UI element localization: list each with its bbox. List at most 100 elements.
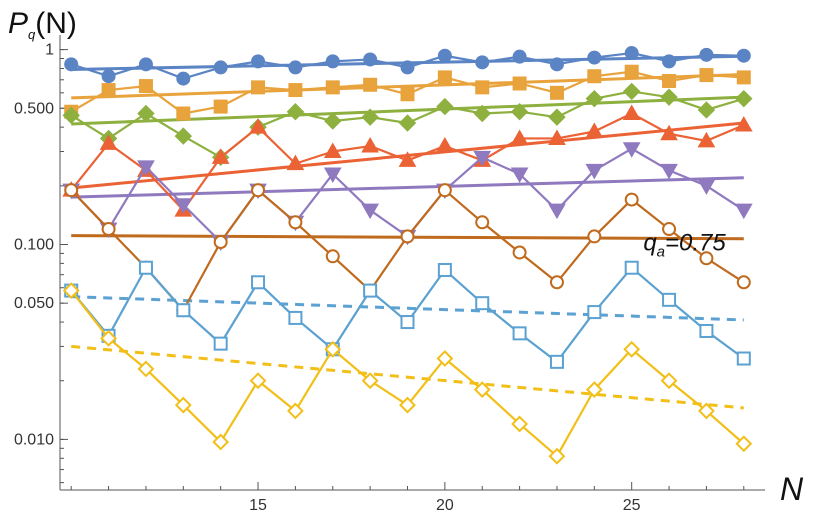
data-point (511, 415, 529, 433)
data-point (288, 83, 303, 98)
data-point (211, 148, 230, 164)
y-axis-title: Pq(N) (8, 7, 77, 42)
data-point (548, 129, 566, 145)
data-point (288, 215, 303, 230)
data-point (288, 60, 303, 75)
data-point (475, 215, 490, 230)
series-line-6 (70, 266, 745, 363)
data-point (512, 326, 527, 341)
data-point (662, 74, 677, 89)
data-point (473, 150, 492, 167)
data-point (662, 292, 677, 307)
data-point (436, 137, 454, 153)
data-point (660, 124, 678, 141)
data-point (251, 183, 266, 198)
data-point (398, 151, 417, 167)
data-point (662, 222, 677, 237)
annotation: qa=0.75 (643, 229, 726, 260)
y-tick-label: 0.010 (14, 431, 54, 448)
data-point (587, 305, 602, 320)
data-point (587, 50, 602, 65)
y-tick-label: 0.500 (14, 100, 54, 117)
data-point (323, 167, 342, 184)
data-point (437, 48, 452, 63)
data-point (361, 372, 379, 390)
data-point (286, 154, 305, 171)
data-point (286, 402, 304, 420)
series-0 (64, 46, 751, 86)
data-point (697, 179, 716, 195)
data-point (736, 48, 751, 63)
data-point (324, 112, 342, 130)
data-point (585, 89, 604, 108)
data-point (137, 160, 155, 176)
data-point (624, 64, 639, 79)
data-point (251, 275, 266, 290)
data-point (699, 47, 714, 62)
data-point (735, 435, 753, 453)
data-point (400, 315, 415, 330)
data-point (325, 80, 340, 95)
x-axis-title: N (780, 471, 804, 507)
series-7 (62, 282, 753, 465)
data-point (398, 114, 417, 132)
data-point (510, 167, 529, 184)
data-point (662, 54, 677, 69)
data-point (213, 99, 228, 114)
data-point (251, 54, 266, 69)
data-point (400, 87, 415, 102)
data-point (64, 183, 79, 198)
data-point (62, 106, 80, 125)
data-point (174, 127, 193, 145)
data-point (624, 260, 639, 275)
data-point (510, 103, 529, 121)
data-point (510, 129, 529, 145)
data-point (660, 372, 678, 390)
data-point (660, 163, 678, 180)
data-point (623, 340, 641, 358)
data-point (212, 433, 230, 451)
data-point (699, 68, 714, 83)
data-point (475, 296, 490, 311)
y-tick-label: 1 (45, 42, 54, 59)
data-point (249, 118, 267, 134)
data-point (735, 89, 753, 108)
data-point (475, 80, 490, 95)
y-tick-label: 0.050 (14, 295, 54, 312)
data-point (363, 77, 378, 92)
data-point (585, 122, 604, 138)
data-point (101, 83, 116, 98)
data-point (699, 251, 714, 266)
data-point (475, 55, 490, 70)
data-point (698, 402, 715, 420)
data-point (548, 108, 566, 126)
data-point (137, 360, 155, 378)
data-point (176, 106, 191, 121)
data-point (138, 79, 153, 94)
data-point (101, 69, 116, 84)
data-point (734, 116, 753, 132)
data-point (437, 262, 452, 277)
data-point (736, 275, 751, 290)
data-point (99, 134, 118, 150)
data-series (62, 46, 753, 465)
data-point (325, 249, 340, 264)
data-point (697, 101, 716, 119)
data-point (213, 60, 228, 75)
fit-line-7 (71, 344, 744, 410)
axes (59, 35, 765, 491)
data-point (251, 80, 266, 95)
data-point (624, 46, 639, 61)
data-point (249, 372, 267, 390)
data-point (100, 329, 117, 347)
data-point (399, 396, 416, 414)
data-point (174, 198, 193, 214)
y-tick-label: 0.100 (14, 236, 54, 253)
data-point (437, 70, 452, 85)
data-point (697, 131, 716, 148)
data-point (174, 396, 192, 414)
data-point (624, 192, 639, 207)
data-point (64, 57, 79, 72)
data-point (585, 381, 603, 399)
